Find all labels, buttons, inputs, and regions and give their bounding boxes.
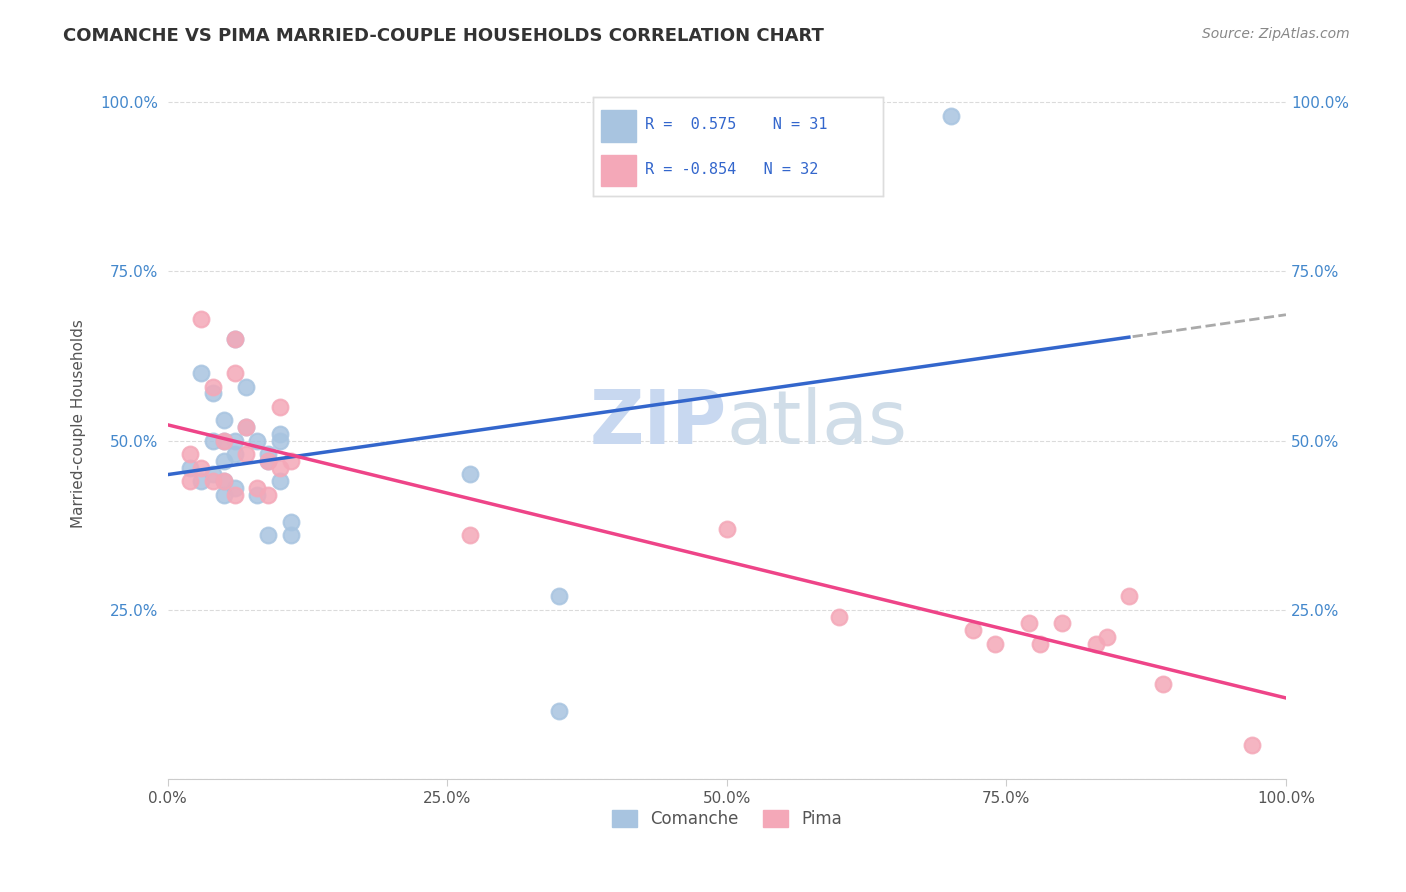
Point — [201, 386, 224, 401]
Point — [201, 467, 224, 482]
Point — [246, 434, 269, 448]
Point — [458, 467, 481, 482]
Point — [224, 481, 246, 495]
Point — [1118, 589, 1140, 603]
Point — [190, 474, 212, 488]
Point — [257, 454, 280, 468]
Point — [224, 447, 246, 461]
Point — [984, 637, 1007, 651]
Point — [1084, 637, 1107, 651]
Point — [212, 488, 235, 502]
Text: atlas: atlas — [727, 387, 908, 460]
Point — [257, 528, 280, 542]
Point — [280, 454, 302, 468]
Point — [246, 481, 269, 495]
Point — [179, 474, 201, 488]
Point — [828, 609, 851, 624]
Point — [1152, 677, 1174, 691]
Point — [246, 488, 269, 502]
Point — [235, 420, 257, 434]
Text: Source: ZipAtlas.com: Source: ZipAtlas.com — [1202, 27, 1350, 41]
Point — [548, 589, 571, 603]
Point — [269, 426, 291, 441]
Point — [224, 332, 246, 346]
Point — [235, 379, 257, 393]
Legend: Comanche, Pima: Comanche, Pima — [605, 803, 849, 835]
Point — [190, 311, 212, 326]
Point — [269, 474, 291, 488]
Point — [179, 460, 201, 475]
Point — [1029, 637, 1052, 651]
Point — [269, 434, 291, 448]
Point — [257, 447, 280, 461]
Point — [962, 623, 984, 637]
Point — [201, 474, 224, 488]
Y-axis label: Married-couple Households: Married-couple Households — [72, 319, 86, 528]
Point — [716, 522, 738, 536]
Point — [201, 379, 224, 393]
Point — [235, 447, 257, 461]
Point — [212, 474, 235, 488]
Text: COMANCHE VS PIMA MARRIED-COUPLE HOUSEHOLDS CORRELATION CHART: COMANCHE VS PIMA MARRIED-COUPLE HOUSEHOL… — [63, 27, 824, 45]
Point — [1018, 616, 1040, 631]
Point — [280, 528, 302, 542]
Point — [224, 332, 246, 346]
Point — [212, 474, 235, 488]
Point — [224, 488, 246, 502]
Point — [201, 434, 224, 448]
Point — [190, 366, 212, 380]
Point — [224, 434, 246, 448]
Point — [212, 413, 235, 427]
Point — [548, 704, 571, 718]
Point — [269, 460, 291, 475]
Point — [269, 400, 291, 414]
Point — [212, 434, 235, 448]
Text: ZIP: ZIP — [589, 387, 727, 460]
Point — [1241, 738, 1264, 752]
Point — [257, 488, 280, 502]
Point — [1095, 630, 1118, 644]
Point — [1052, 616, 1074, 631]
Point — [257, 454, 280, 468]
Point — [458, 528, 481, 542]
Point — [235, 420, 257, 434]
Point — [939, 109, 962, 123]
Point — [280, 515, 302, 529]
Point — [179, 447, 201, 461]
Point — [212, 454, 235, 468]
Point — [212, 434, 235, 448]
Point — [224, 366, 246, 380]
Point — [190, 460, 212, 475]
